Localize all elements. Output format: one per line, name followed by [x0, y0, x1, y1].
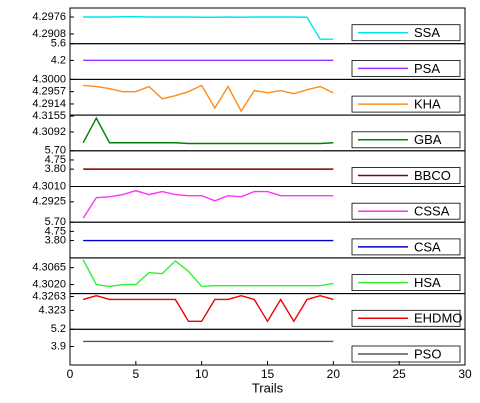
legend-label: HSA: [414, 275, 441, 290]
y-tick-label: 4.2: [51, 54, 66, 66]
y-tick-label: 4.2908: [32, 28, 66, 40]
y-tick-label: 5.6: [51, 38, 66, 50]
y-tick-label: 4.75: [45, 225, 66, 237]
series-line: [82, 116, 334, 145]
series-line: [82, 294, 334, 323]
y-tick-label: 4.323: [38, 304, 66, 316]
y-tick-label: 3.80: [45, 163, 66, 175]
x-tick-label: 20: [327, 367, 341, 381]
y-tick-label: 5.70: [45, 145, 66, 157]
y-tick-label: 4.3092: [32, 126, 66, 138]
legend-label: PSO: [414, 346, 441, 361]
legend-label: PSA: [414, 61, 440, 76]
y-tick-label: 3.80: [45, 234, 66, 246]
y-tick-label: 4.2914: [32, 98, 66, 110]
x-tick-label: 10: [195, 367, 209, 381]
legend-label: KHA: [414, 97, 441, 112]
x-tick-label: 0: [67, 367, 74, 381]
y-tick-label: 4.2925: [32, 196, 66, 208]
legend-label: EHDMO: [414, 311, 462, 326]
x-tick-label: 15: [261, 367, 275, 381]
y-tick-label: 4.2957: [32, 86, 66, 98]
series-line: [82, 189, 334, 219]
x-tick-label: 5: [132, 367, 139, 381]
legend-label: GBA: [414, 132, 442, 147]
y-tick-label: 4.3020: [32, 278, 66, 290]
y-tick-label: 5.70: [45, 216, 66, 228]
y-tick-label: 4.3065: [32, 262, 66, 274]
y-tick-label: 3.9: [51, 340, 66, 352]
x-tick-label: 25: [392, 367, 406, 381]
y-tick-label: 4.3263: [32, 290, 66, 302]
y-tick-label: 4.3000: [32, 73, 66, 85]
x-axis-label: Trails: [252, 380, 284, 395]
y-tick-label: 4.3010: [32, 180, 66, 192]
series-line: [82, 259, 334, 288]
legend-label: CSSA: [414, 204, 450, 219]
x-tick-label: 30: [458, 367, 472, 381]
y-tick-label: 5.2: [51, 323, 66, 335]
series-line: [83, 84, 334, 113]
series-line: [83, 16, 334, 40]
legend-label: CSA: [414, 239, 441, 254]
legend-label: BBCO: [414, 168, 451, 183]
legend-label: SSA: [414, 25, 440, 40]
y-tick-label: 4.75: [45, 154, 66, 166]
y-tick-label: 4.3155: [32, 110, 66, 122]
y-tick-label: 4.2976: [32, 11, 66, 23]
